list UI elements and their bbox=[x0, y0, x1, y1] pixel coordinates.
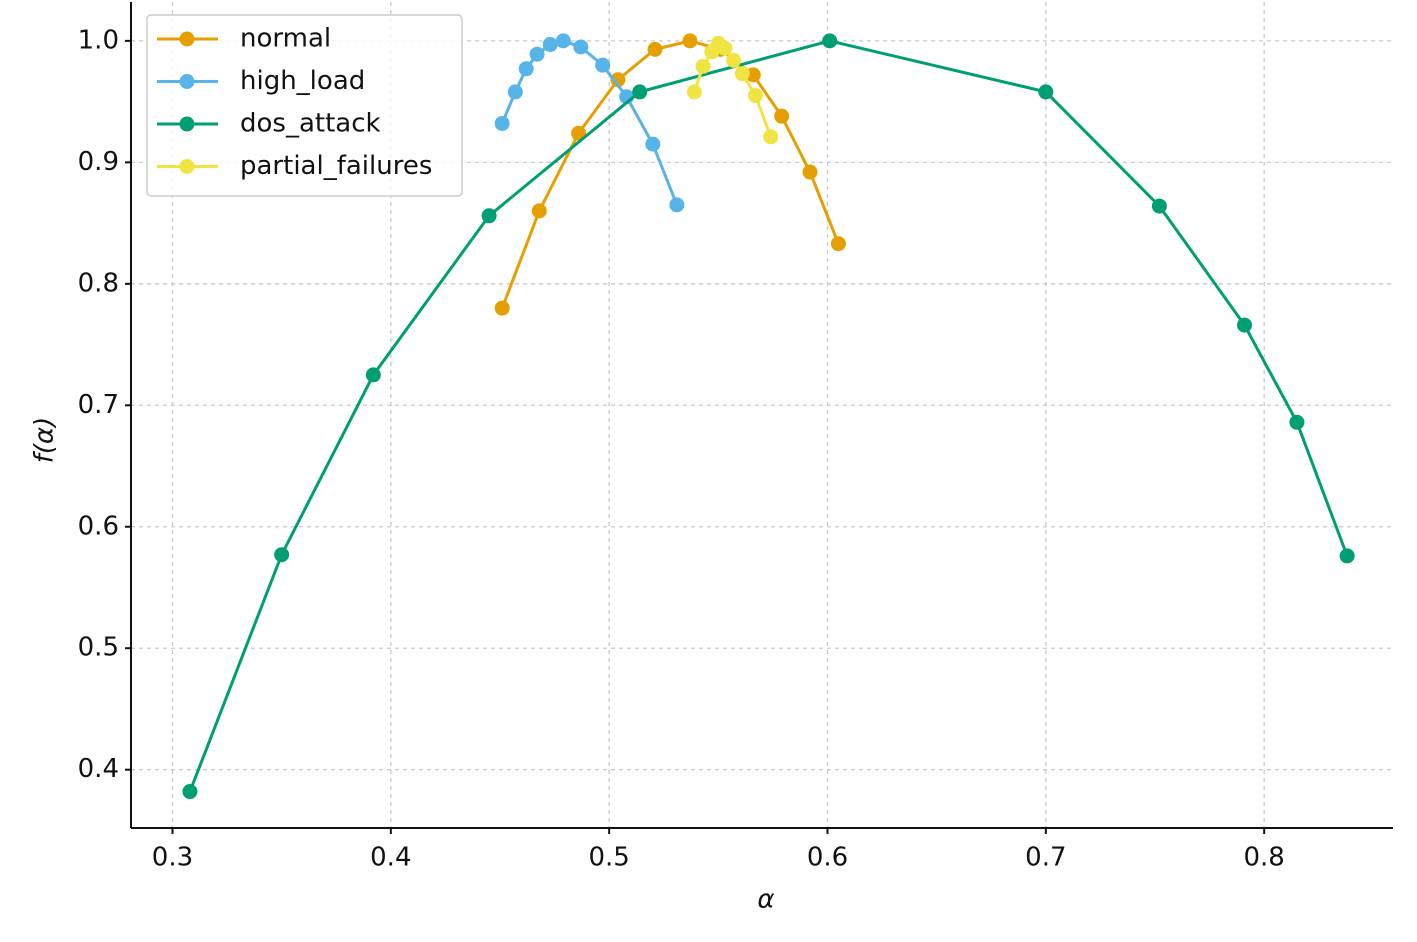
point bbox=[645, 136, 661, 152]
point bbox=[555, 33, 571, 49]
point bbox=[830, 236, 846, 252]
point bbox=[802, 164, 818, 180]
series-line bbox=[500, 39, 840, 309]
x-tick-label: 0.6 bbox=[807, 843, 848, 873]
point bbox=[518, 61, 534, 77]
point bbox=[682, 33, 698, 49]
point bbox=[529, 46, 545, 62]
point bbox=[571, 125, 587, 141]
point bbox=[747, 88, 763, 104]
point bbox=[610, 72, 626, 88]
point bbox=[507, 84, 523, 100]
point bbox=[542, 37, 558, 53]
y-tick-label: 0.7 bbox=[78, 390, 119, 420]
legend-marker bbox=[179, 159, 195, 174]
x-axis-label: α bbox=[757, 885, 774, 915]
point bbox=[669, 197, 685, 213]
y-tick-label: 0.4 bbox=[78, 754, 119, 784]
point bbox=[695, 58, 711, 74]
legend-marker bbox=[179, 31, 195, 47]
legend-label: high_load bbox=[240, 66, 365, 96]
point bbox=[647, 41, 663, 57]
point bbox=[734, 66, 750, 82]
point bbox=[763, 129, 779, 145]
y-tick-label: 0.6 bbox=[78, 511, 119, 541]
point bbox=[726, 52, 742, 68]
point bbox=[822, 33, 838, 49]
x-tick-label: 0.3 bbox=[152, 843, 193, 873]
point bbox=[595, 57, 611, 73]
point bbox=[717, 40, 733, 56]
legend-label: dos_attack bbox=[240, 109, 381, 139]
point bbox=[1038, 84, 1054, 100]
point bbox=[274, 547, 290, 563]
point bbox=[774, 108, 790, 124]
y-tick-label: 0.8 bbox=[78, 268, 119, 298]
legend-box bbox=[146, 14, 463, 197]
point bbox=[1339, 548, 1355, 564]
x-tick-label: 0.7 bbox=[1025, 843, 1066, 873]
point bbox=[632, 84, 648, 100]
x-tick-label: 0.8 bbox=[1244, 843, 1285, 873]
x-tick-label: 0.4 bbox=[370, 843, 411, 873]
point bbox=[481, 208, 497, 224]
point bbox=[531, 203, 547, 219]
point bbox=[1289, 414, 1305, 430]
y-tick-label: 1.0 bbox=[78, 25, 119, 55]
point bbox=[494, 300, 510, 316]
point bbox=[745, 67, 761, 83]
y-tick-label: 0.9 bbox=[78, 147, 119, 177]
point bbox=[182, 784, 198, 800]
x-tick-label: 0.5 bbox=[588, 843, 629, 873]
point bbox=[1237, 317, 1253, 333]
legend-label: normal bbox=[240, 24, 331, 54]
y-axis-label: f(α) bbox=[30, 417, 60, 464]
legend-marker bbox=[179, 116, 195, 132]
point bbox=[686, 84, 702, 100]
legend-label: partial_failures bbox=[240, 151, 432, 181]
point bbox=[365, 367, 381, 383]
point bbox=[1151, 198, 1167, 214]
y-tick-label: 0.5 bbox=[78, 633, 119, 663]
point bbox=[573, 39, 589, 55]
point bbox=[494, 115, 510, 131]
legend-marker bbox=[179, 74, 195, 89]
